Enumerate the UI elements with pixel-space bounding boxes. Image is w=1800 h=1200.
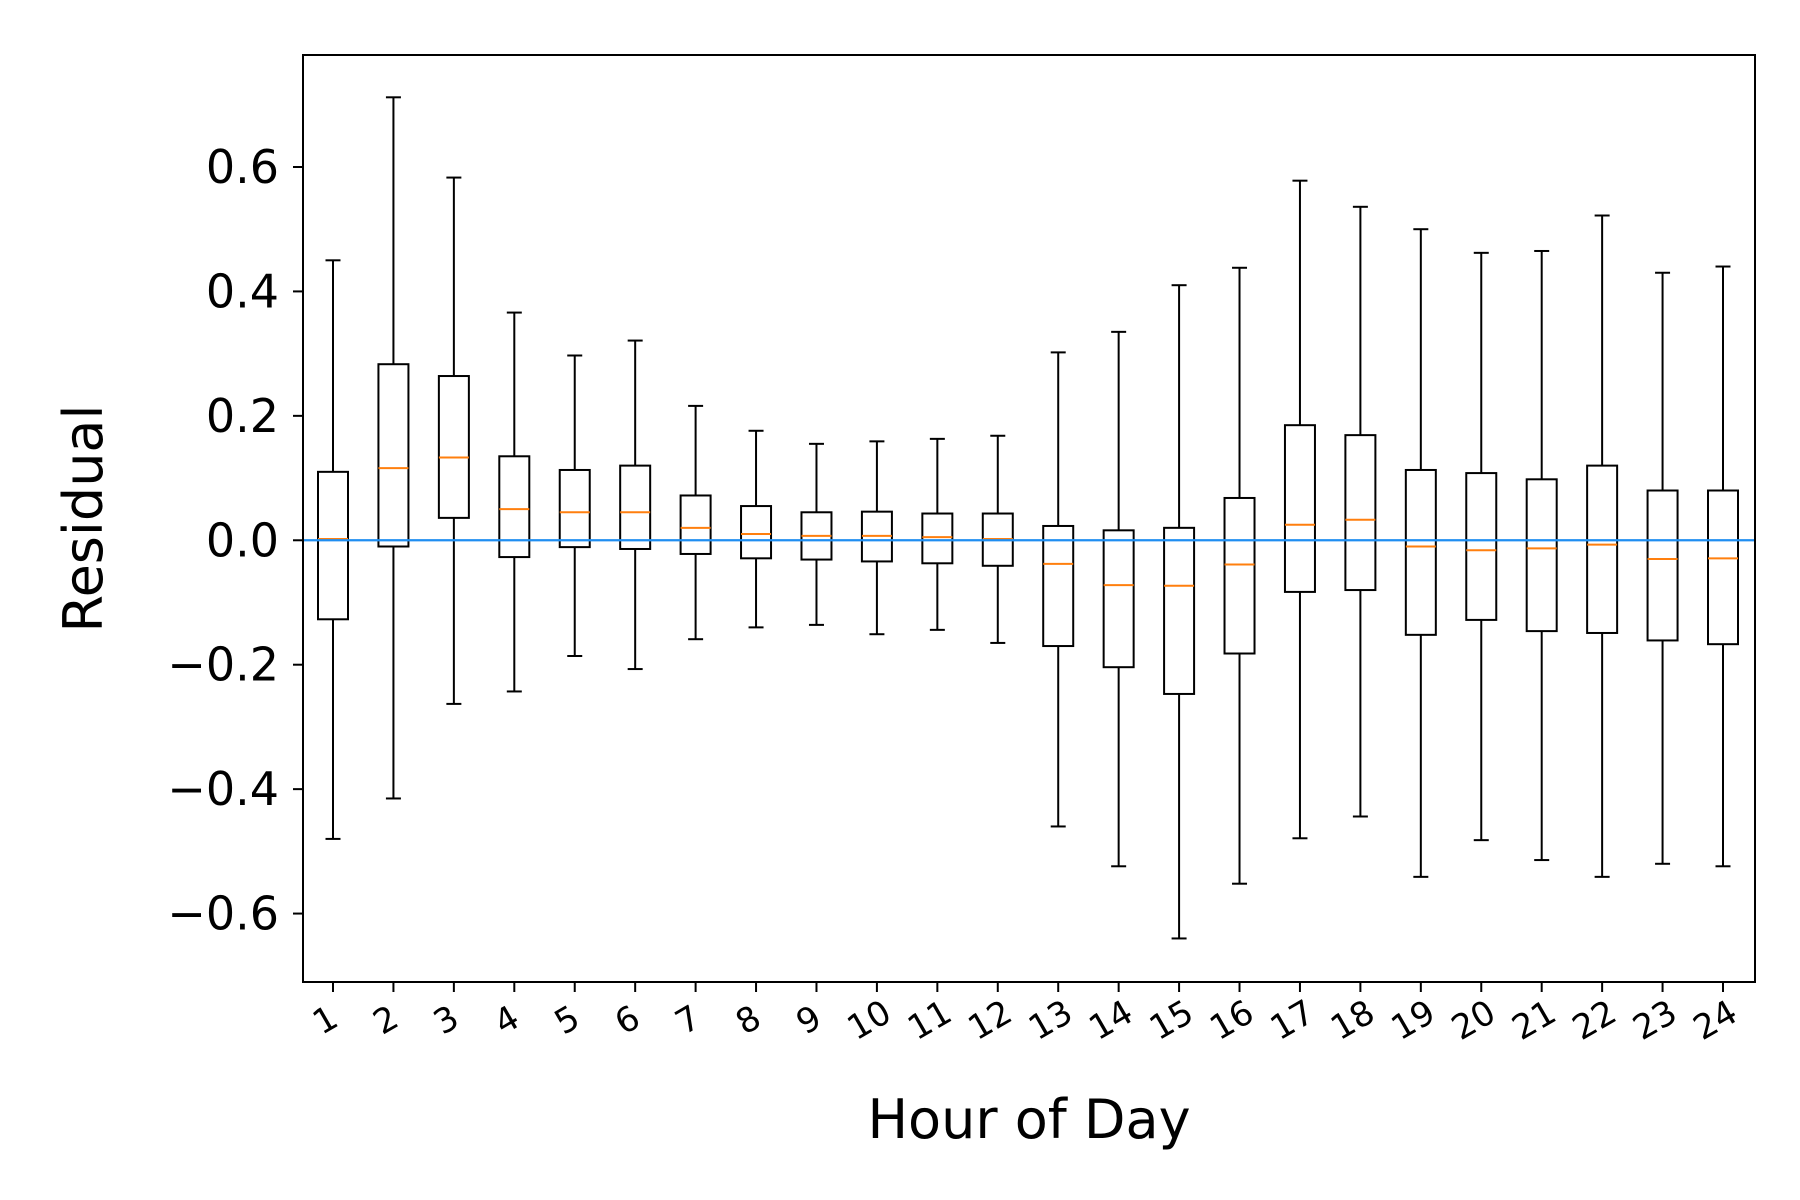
box-hour-19 xyxy=(1404,228,1437,878)
box-hour-7 xyxy=(679,404,712,641)
y-tick-label: 0.0 xyxy=(206,513,279,567)
box-hour-15 xyxy=(1163,284,1196,940)
y-tick-label: 0.6 xyxy=(206,140,279,194)
box-hour-13 xyxy=(1042,351,1075,828)
y-axis-title: Residual xyxy=(52,404,115,632)
iqr-box xyxy=(1586,464,1619,634)
iqr-box xyxy=(1465,472,1498,621)
iqr-box xyxy=(1223,496,1256,655)
box-hour-10 xyxy=(860,440,893,636)
box-hour-24 xyxy=(1707,265,1739,868)
iqr-box xyxy=(921,512,954,565)
box-hour-11 xyxy=(921,437,954,631)
iqr-box xyxy=(1283,424,1316,593)
plot-area xyxy=(303,96,1755,940)
box-hour-23 xyxy=(1646,271,1679,865)
iqr-box xyxy=(1102,529,1135,669)
iqr-box xyxy=(1163,526,1196,695)
iqr-box xyxy=(679,494,712,555)
iqr-box xyxy=(1404,468,1437,636)
box-hour-21 xyxy=(1525,249,1558,862)
x-axis-title: Hour of Day xyxy=(867,1088,1190,1151)
box-hour-14 xyxy=(1102,330,1135,868)
iqr-box xyxy=(1525,478,1558,633)
box-hour-20 xyxy=(1465,251,1498,842)
box-hour-16 xyxy=(1223,266,1256,885)
box-hour-5 xyxy=(558,354,591,657)
y-tick-label: −0.6 xyxy=(167,887,279,941)
iqr-box xyxy=(740,505,773,560)
box-hour-9 xyxy=(800,442,833,626)
iqr-box xyxy=(1646,489,1679,642)
iqr-box xyxy=(1707,489,1739,646)
box-hour-22 xyxy=(1586,214,1619,878)
y-tick-label: 0.4 xyxy=(206,264,279,318)
iqr-box xyxy=(1042,524,1075,648)
y-tick-label: 0.2 xyxy=(206,389,279,443)
box-hour-4 xyxy=(498,311,531,693)
box-hour-2 xyxy=(377,96,410,800)
box-hour-17 xyxy=(1283,179,1316,840)
iqr-box xyxy=(558,468,591,549)
iqr-box xyxy=(498,455,531,559)
iqr-box xyxy=(317,470,349,621)
iqr-box xyxy=(1344,434,1377,592)
iqr-box xyxy=(619,464,652,550)
y-tick-label: −0.4 xyxy=(167,762,279,816)
box-hour-3 xyxy=(437,176,470,705)
box-hour-1 xyxy=(317,259,349,840)
box-hour-18 xyxy=(1344,205,1377,818)
plot-frame xyxy=(302,54,1756,983)
box-hour-8 xyxy=(740,429,773,629)
y-axis: −0.6 −0.4 −0.2 0.0 0.2 0.4 0.6 xyxy=(167,140,303,941)
box-hour-6 xyxy=(619,339,652,671)
iqr-box xyxy=(437,375,470,519)
iqr-box xyxy=(377,363,410,548)
y-tick-label: −0.2 xyxy=(167,638,279,692)
